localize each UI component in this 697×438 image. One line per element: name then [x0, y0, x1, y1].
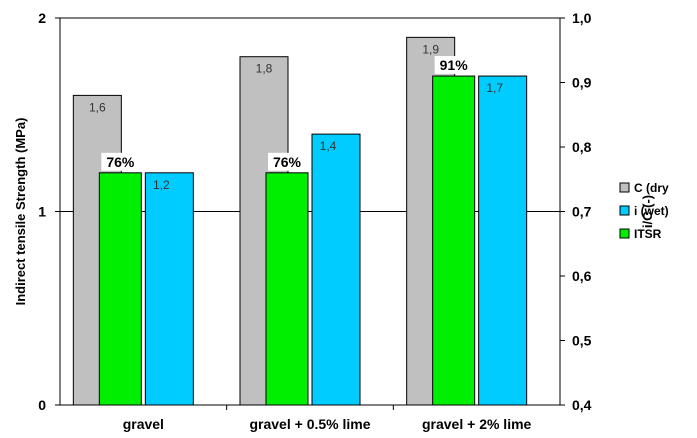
data-label-itsr-bg	[101, 152, 140, 171]
y2-tick-label: 0,9	[572, 75, 592, 91]
x-tick-label: gravel + 0.5% lime	[249, 416, 370, 432]
data-label-dry: 1,6	[89, 100, 106, 114]
legend-label: C (dry	[634, 181, 669, 195]
data-label-itsr: 91%	[440, 57, 469, 73]
y-tick-label: 2	[38, 10, 46, 26]
legend-swatch	[619, 228, 630, 239]
bar-itsr	[432, 75, 476, 406]
bar-itsr	[265, 172, 309, 406]
y2-tick-label: 0,6	[572, 268, 592, 284]
data-label-dry: 1,9	[422, 42, 439, 56]
gridlines	[60, 17, 560, 212]
y-tick-label: 0	[38, 397, 46, 413]
data-label-wet: 1,4	[320, 139, 337, 153]
y2-tick-label: 0,7	[572, 204, 592, 220]
bars	[72, 36, 528, 406]
legend-swatch	[619, 182, 630, 193]
data-label-dry: 1,8	[256, 62, 273, 76]
data-label-wet: 1,7	[486, 81, 503, 95]
data-label-wet: 1,2	[153, 178, 170, 192]
y2-tick-label: 1,0	[572, 10, 592, 26]
x-tick-label: gravel + 2% lime	[422, 416, 532, 432]
bar-wet	[478, 75, 528, 406]
data-label-itsr: 76%	[273, 154, 302, 170]
bar-wet	[144, 172, 194, 406]
y-tick-label: 1	[38, 204, 46, 220]
y2-tick-label: 0,8	[572, 139, 592, 155]
legend: C (dry i (wet) ITSR	[619, 181, 669, 241]
legend-label: ITSR	[634, 227, 662, 241]
x-tick-label: gravel	[123, 416, 164, 432]
axes: gravel gravel + 0.5% lime gravel + 2% lime…	[38, 10, 591, 432]
legend-label: i (wet)	[634, 204, 669, 218]
data-label-itsr: 76%	[106, 154, 135, 170]
y-axis-title: Indirect tensile Strength (MPa)	[13, 118, 28, 306]
data-labels: 1,6 1,2 76% 1,8 1,4 76% 1,9 1,7 91%	[89, 42, 503, 191]
data-label-itsr-bg	[268, 152, 306, 171]
legend-swatch	[619, 205, 630, 216]
bar-wet	[311, 133, 361, 406]
y2-tick-label: 0,4	[572, 397, 592, 413]
y2-tick-label: 0,5	[572, 333, 592, 349]
y2-axis-title: i/C (-)	[640, 195, 655, 228]
bar-itsr	[98, 172, 142, 406]
data-label-itsr-bg	[434, 56, 473, 75]
